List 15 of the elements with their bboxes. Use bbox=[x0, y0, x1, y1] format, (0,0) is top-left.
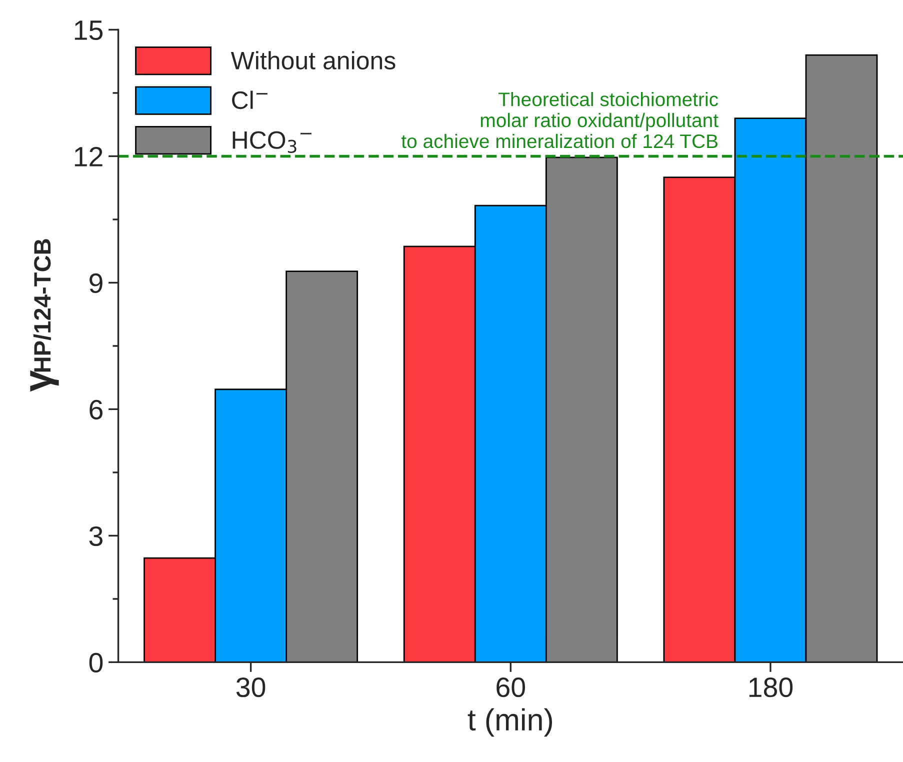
y-tick-label: 3 bbox=[89, 526, 102, 546]
x-tick-label: 180 bbox=[749, 677, 793, 698]
legend-label: HCO$_{3}$$^{−}$ bbox=[232, 131, 312, 154]
y-tick-label: 0 bbox=[89, 652, 103, 673]
legend-label: Without anions bbox=[230, 51, 396, 70]
y-tick-label: 6 bbox=[90, 400, 102, 420]
y-axis-title: γHP/124-TCB bbox=[30, 239, 59, 392]
ref-line-label: Theoretical stoichiometric molar ratio oxidant/pollutant to achieve mineralization of 124 TCB bbox=[401, 92, 718, 148]
y-tick-label: 9 bbox=[90, 273, 102, 294]
y-tick-label: 15 bbox=[74, 20, 103, 40]
x-tick-label: 60 bbox=[496, 677, 526, 698]
y-tick-label: 12 bbox=[74, 146, 102, 166]
x-axis-title: t (min) bbox=[468, 708, 552, 737]
legend-label: Cl$^{−}$ bbox=[232, 90, 268, 110]
x-tick-label: 30 bbox=[236, 677, 266, 698]
